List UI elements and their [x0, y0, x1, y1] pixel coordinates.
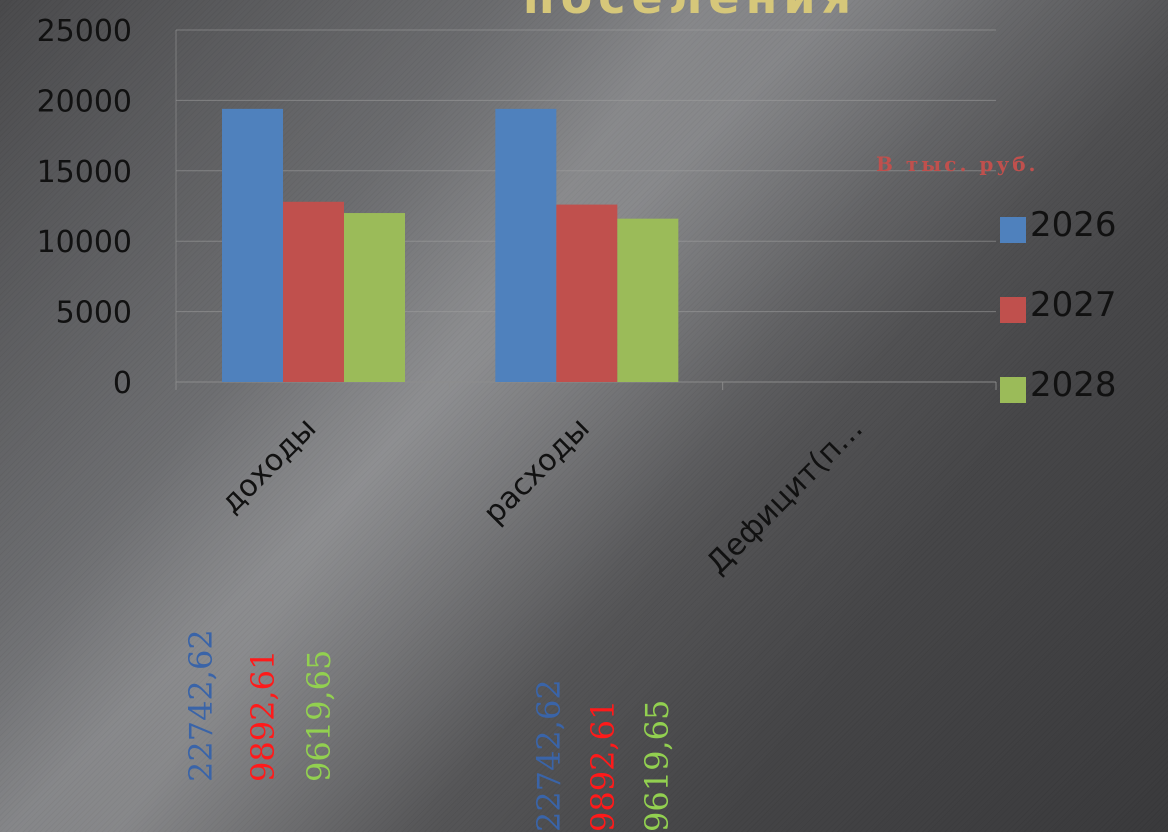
legend-swatch [1000, 377, 1026, 403]
unit-note: В тыс. руб. [876, 152, 1039, 176]
legend-label: 2026 [1030, 205, 1117, 245]
x-tick-label: Дефицит(п… [700, 411, 870, 581]
value-label: 9619,65 [300, 649, 338, 782]
legend-item: 2028 [1000, 365, 1168, 405]
y-tick-label: 5000 [56, 296, 132, 331]
bar [556, 204, 618, 382]
bar [495, 108, 557, 383]
y-tick-label: 25000 [37, 14, 132, 49]
bar [222, 108, 283, 383]
value-label: 22742,62 [530, 679, 568, 832]
value-label: 9892,61 [244, 649, 282, 782]
y-tick-label: 0 [113, 366, 132, 401]
chart-title: поселения [430, 0, 950, 24]
x-tick-label: расходы [477, 411, 597, 531]
legend-swatch [1000, 217, 1026, 243]
value-label: 22742,62 [182, 629, 220, 782]
bar [617, 218, 679, 382]
bar [283, 201, 344, 382]
value-label: 9892,61 [584, 699, 622, 832]
y-tick-label: 20000 [37, 84, 132, 119]
x-tick-label: доходы [214, 411, 323, 520]
legend-label: 2027 [1030, 285, 1117, 325]
legend-swatch [1000, 297, 1026, 323]
legend-label: 2028 [1030, 365, 1117, 405]
y-tick-label: 15000 [37, 155, 132, 190]
value-label: 9619,65 [638, 699, 676, 832]
bar [344, 213, 405, 382]
legend-item: 2027 [1000, 285, 1168, 325]
legend-item: 2026 [1000, 205, 1168, 245]
y-tick-label: 10000 [37, 225, 132, 260]
